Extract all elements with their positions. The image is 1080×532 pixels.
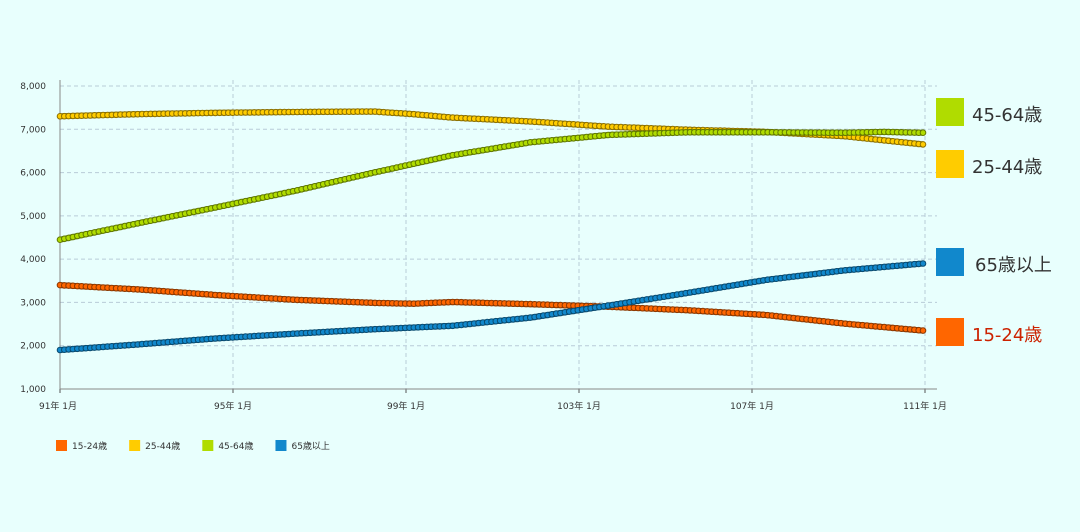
right-label-swatch xyxy=(936,248,964,276)
y-tick-label: 2,000 xyxy=(20,342,46,352)
legend-item[interactable]: 45-64歳 xyxy=(202,440,253,452)
right-label-swatch xyxy=(936,318,964,346)
x-tick-label: 95年 1月 xyxy=(214,400,252,412)
y-tick-label: 6,000 xyxy=(20,169,46,179)
legend-item[interactable]: 25-44歳 xyxy=(129,440,180,452)
data-point xyxy=(919,129,927,136)
y-tick-label: 4,000 xyxy=(20,255,46,265)
legend-label: 65歳以上 xyxy=(291,440,329,452)
series-25-44歳 xyxy=(56,108,927,148)
legend-swatch xyxy=(56,440,67,451)
legend[interactable]: 15-24歳 25-44歳 45-64歳 65歳以上 xyxy=(56,440,330,452)
y-tick-label: 8,000 xyxy=(20,82,46,92)
legend-item[interactable]: 15-24歳 xyxy=(56,440,107,452)
right-label-text: 45-64歳 xyxy=(972,105,1043,126)
axes: 1,000 2,000 3,000 4,000 5,000 6,000 7,000 8,000… xyxy=(20,80,947,412)
legend-label: 15-24歳 xyxy=(72,440,107,452)
x-tick-label: 107年 1月 xyxy=(730,400,774,412)
legend-label: 45-64歳 xyxy=(218,440,253,452)
y-tick-label: 7,000 xyxy=(20,125,46,135)
series-45-64歳 xyxy=(56,128,927,243)
data-point xyxy=(919,141,927,148)
series-65歳以上 xyxy=(56,260,927,354)
right-label-text: 15-24歳 xyxy=(972,325,1043,346)
series-lines xyxy=(56,108,927,354)
right-label-text: 25-44歳 xyxy=(972,157,1043,178)
right-label-swatch xyxy=(936,150,964,178)
x-tick-label: 99年 1月 xyxy=(387,400,425,412)
legend-label: 25-44歳 xyxy=(145,440,180,452)
data-point xyxy=(919,327,927,334)
data-point xyxy=(919,260,927,267)
legend-swatch xyxy=(275,440,287,451)
right-label-text: 65歳以上 xyxy=(975,255,1052,276)
x-tick-label: 103年 1月 xyxy=(557,400,601,412)
right-label-swatch xyxy=(936,98,964,126)
y-tick-label: 5,000 xyxy=(20,212,46,222)
x-tick-label: 111年 1月 xyxy=(903,400,947,412)
legend-swatch xyxy=(129,440,141,451)
x-tick-label: 91年 1月 xyxy=(39,400,77,412)
legend-item[interactable]: 65歳以上 xyxy=(275,440,330,452)
y-tick-label: 3,000 xyxy=(20,298,46,308)
legend-swatch xyxy=(202,440,214,451)
series-15-24歳 xyxy=(56,281,927,334)
y-tick-label: 1,000 xyxy=(20,385,46,395)
